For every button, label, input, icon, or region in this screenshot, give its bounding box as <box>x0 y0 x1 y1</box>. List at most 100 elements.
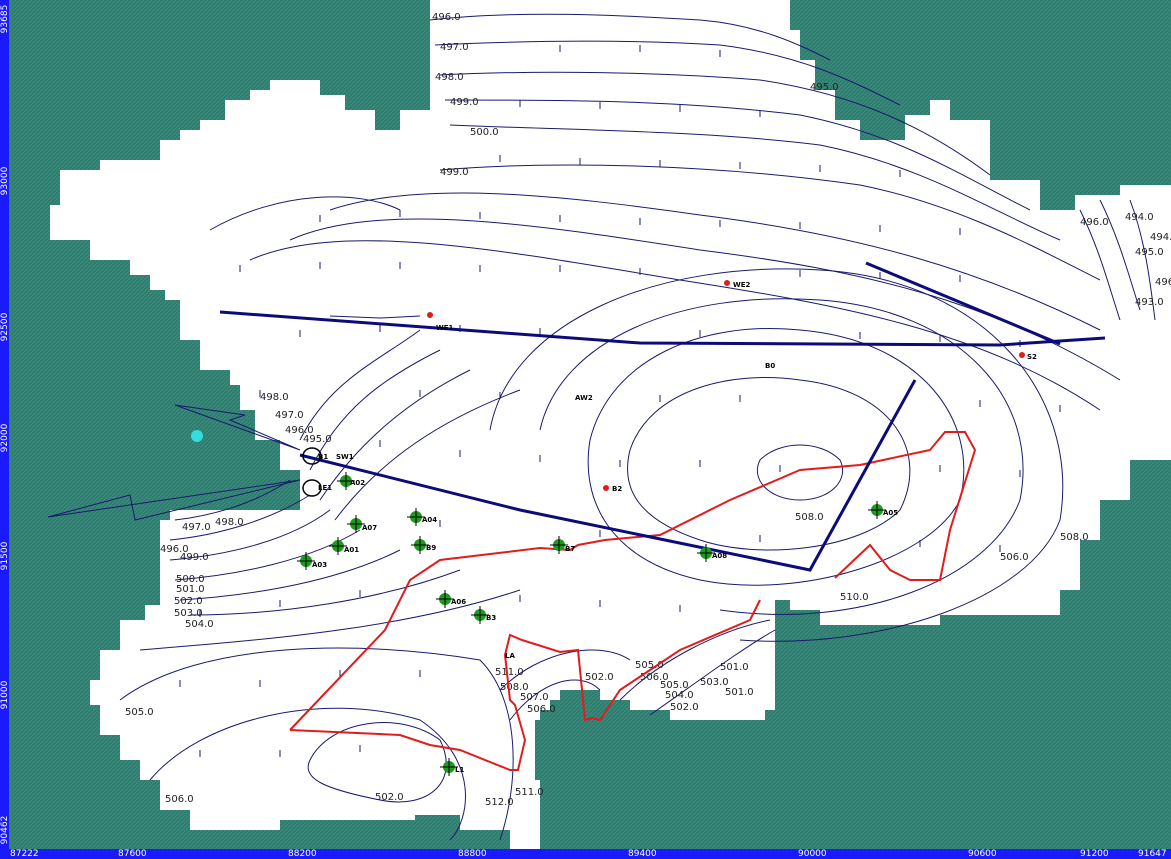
well-label: A05 <box>883 509 898 517</box>
contour-label: 508.0 <box>500 682 529 693</box>
contour-label: 502.0 <box>174 596 203 607</box>
monitoring-wells[interactable] <box>302 447 322 497</box>
well-label: B1 <box>318 453 328 461</box>
well-label: WE2 <box>733 281 751 289</box>
well-symbol <box>550 536 568 554</box>
well-label: LA <box>505 652 515 660</box>
contour-label: 506.0 <box>1000 552 1029 563</box>
well-symbol <box>471 606 489 624</box>
contour-label: 504.0 <box>185 619 214 630</box>
well-label: A02 <box>350 479 365 487</box>
x-tick-label: 90000 <box>798 849 827 859</box>
contour-label: 496.0 <box>160 544 189 555</box>
well-label: S2 <box>1027 353 1037 361</box>
x-tick-label: 90600 <box>968 849 997 859</box>
well-label: B2 <box>612 485 622 493</box>
contour-label: 499.0 <box>180 552 209 563</box>
contour-label: 496.0 <box>1080 217 1109 228</box>
contour-label: 510.0 <box>840 592 869 603</box>
contour-label: 502.0 <box>670 702 699 713</box>
contour-label: 498.0 <box>435 72 464 83</box>
well-symbol <box>337 472 355 490</box>
marker-point[interactable] <box>191 430 203 442</box>
contour-label: 495.0 <box>303 434 332 445</box>
well-label: AW2 <box>575 394 593 402</box>
well-symbol <box>436 590 454 608</box>
contour-label: 499.0 <box>440 167 469 178</box>
contour-label: 495.0 <box>810 82 839 93</box>
section-lines <box>219 261 1106 572</box>
well-label: LE1 <box>318 484 332 492</box>
contour-label: 503.0 <box>700 677 729 688</box>
well-label: B9 <box>426 544 436 552</box>
contour-label: 504.0 <box>665 690 694 701</box>
contour-label: 506.0 <box>640 672 669 683</box>
contour-label: 494.0 <box>1125 212 1154 223</box>
contour-labels: 496.0 497.0 498.0 499.0 500.0 499.0 495.… <box>125 12 1171 808</box>
well-label: B0 <box>765 362 775 370</box>
well-label: A03 <box>312 561 327 569</box>
y-axis-ruler: 93685 93000 92500 92000 91500 91000 9046… <box>0 0 10 859</box>
contour-label: 508.0 <box>795 512 824 523</box>
well-symbol <box>697 544 715 562</box>
contour-label: 497.0 <box>182 522 211 533</box>
capture-zone-arrows <box>47 315 421 521</box>
well-label: WE1 <box>436 324 454 332</box>
well-label: A04 <box>422 516 437 524</box>
boundary-lines <box>289 431 977 771</box>
contour-map[interactable]: 496.0 497.0 498.0 499.0 500.0 499.0 495.… <box>9 0 1171 849</box>
contour-label: 495.0 <box>1135 247 1164 258</box>
pumping-wells[interactable] <box>297 472 886 776</box>
contour-label: 511.0 <box>515 787 544 798</box>
contour-label: 503.0 <box>174 608 203 619</box>
contour-label: 496.0 <box>285 425 314 436</box>
contour-label: 506.0 <box>165 794 194 805</box>
contour-label: 499.0 <box>450 97 479 108</box>
x-tick-label: 91647 <box>1138 849 1167 859</box>
contour-label: 500.0 <box>176 574 205 585</box>
well-label: A08 <box>712 552 727 560</box>
observation-points <box>427 280 1025 491</box>
contour-label: 497.0 <box>275 410 304 421</box>
x-axis-ruler <box>0 849 1171 859</box>
x-tick-label: 89400 <box>628 849 657 859</box>
contour-label: 493.0 <box>1135 297 1164 308</box>
well-symbol <box>868 501 886 519</box>
x-tick-label: 88800 <box>458 849 487 859</box>
contour-label: 508.0 <box>1060 532 1089 543</box>
well-label: B7 <box>565 545 575 553</box>
contour-label: 505.0 <box>660 680 689 691</box>
contour-label: 505.0 <box>125 707 154 718</box>
well-label: L1 <box>455 766 464 774</box>
contour-label: 502.0 <box>375 792 404 803</box>
contour-label: 496.0 <box>1155 277 1171 288</box>
well-label: A07 <box>362 524 377 532</box>
well-symbol <box>347 515 365 533</box>
contour-label: 505.0 <box>635 660 664 671</box>
well-symbol <box>440 758 458 776</box>
contour-label: 500.0 <box>470 127 499 138</box>
well-symbol <box>411 536 429 554</box>
active-domain <box>50 0 1171 849</box>
contour-label: 501.0 <box>176 584 205 595</box>
contour-label: 498.0 <box>215 517 244 528</box>
x-tick-label: 91200 <box>1080 849 1109 859</box>
x-tick-label: 88200 <box>288 849 317 859</box>
well-label: B3 <box>486 614 496 622</box>
well-label: SW1 <box>336 453 354 461</box>
contour-label: 501.0 <box>725 687 754 698</box>
contour-label: 498.0 <box>260 392 289 403</box>
contour-label: 496.0 <box>432 12 461 23</box>
well-symbol <box>297 552 315 570</box>
flow-arrows <box>179 45 1061 757</box>
x-tick-label: 87600 <box>118 849 147 859</box>
contour-label: 511.0 <box>495 667 524 678</box>
well-symbol <box>329 537 347 555</box>
well-symbol <box>407 508 425 526</box>
contour-label: 494.0 <box>1150 232 1171 243</box>
contour-label: 501.0 <box>720 662 749 673</box>
contour-label: 497.0 <box>440 42 469 53</box>
well-label: A01 <box>344 546 359 554</box>
contour-label: 506.0 <box>527 704 556 715</box>
